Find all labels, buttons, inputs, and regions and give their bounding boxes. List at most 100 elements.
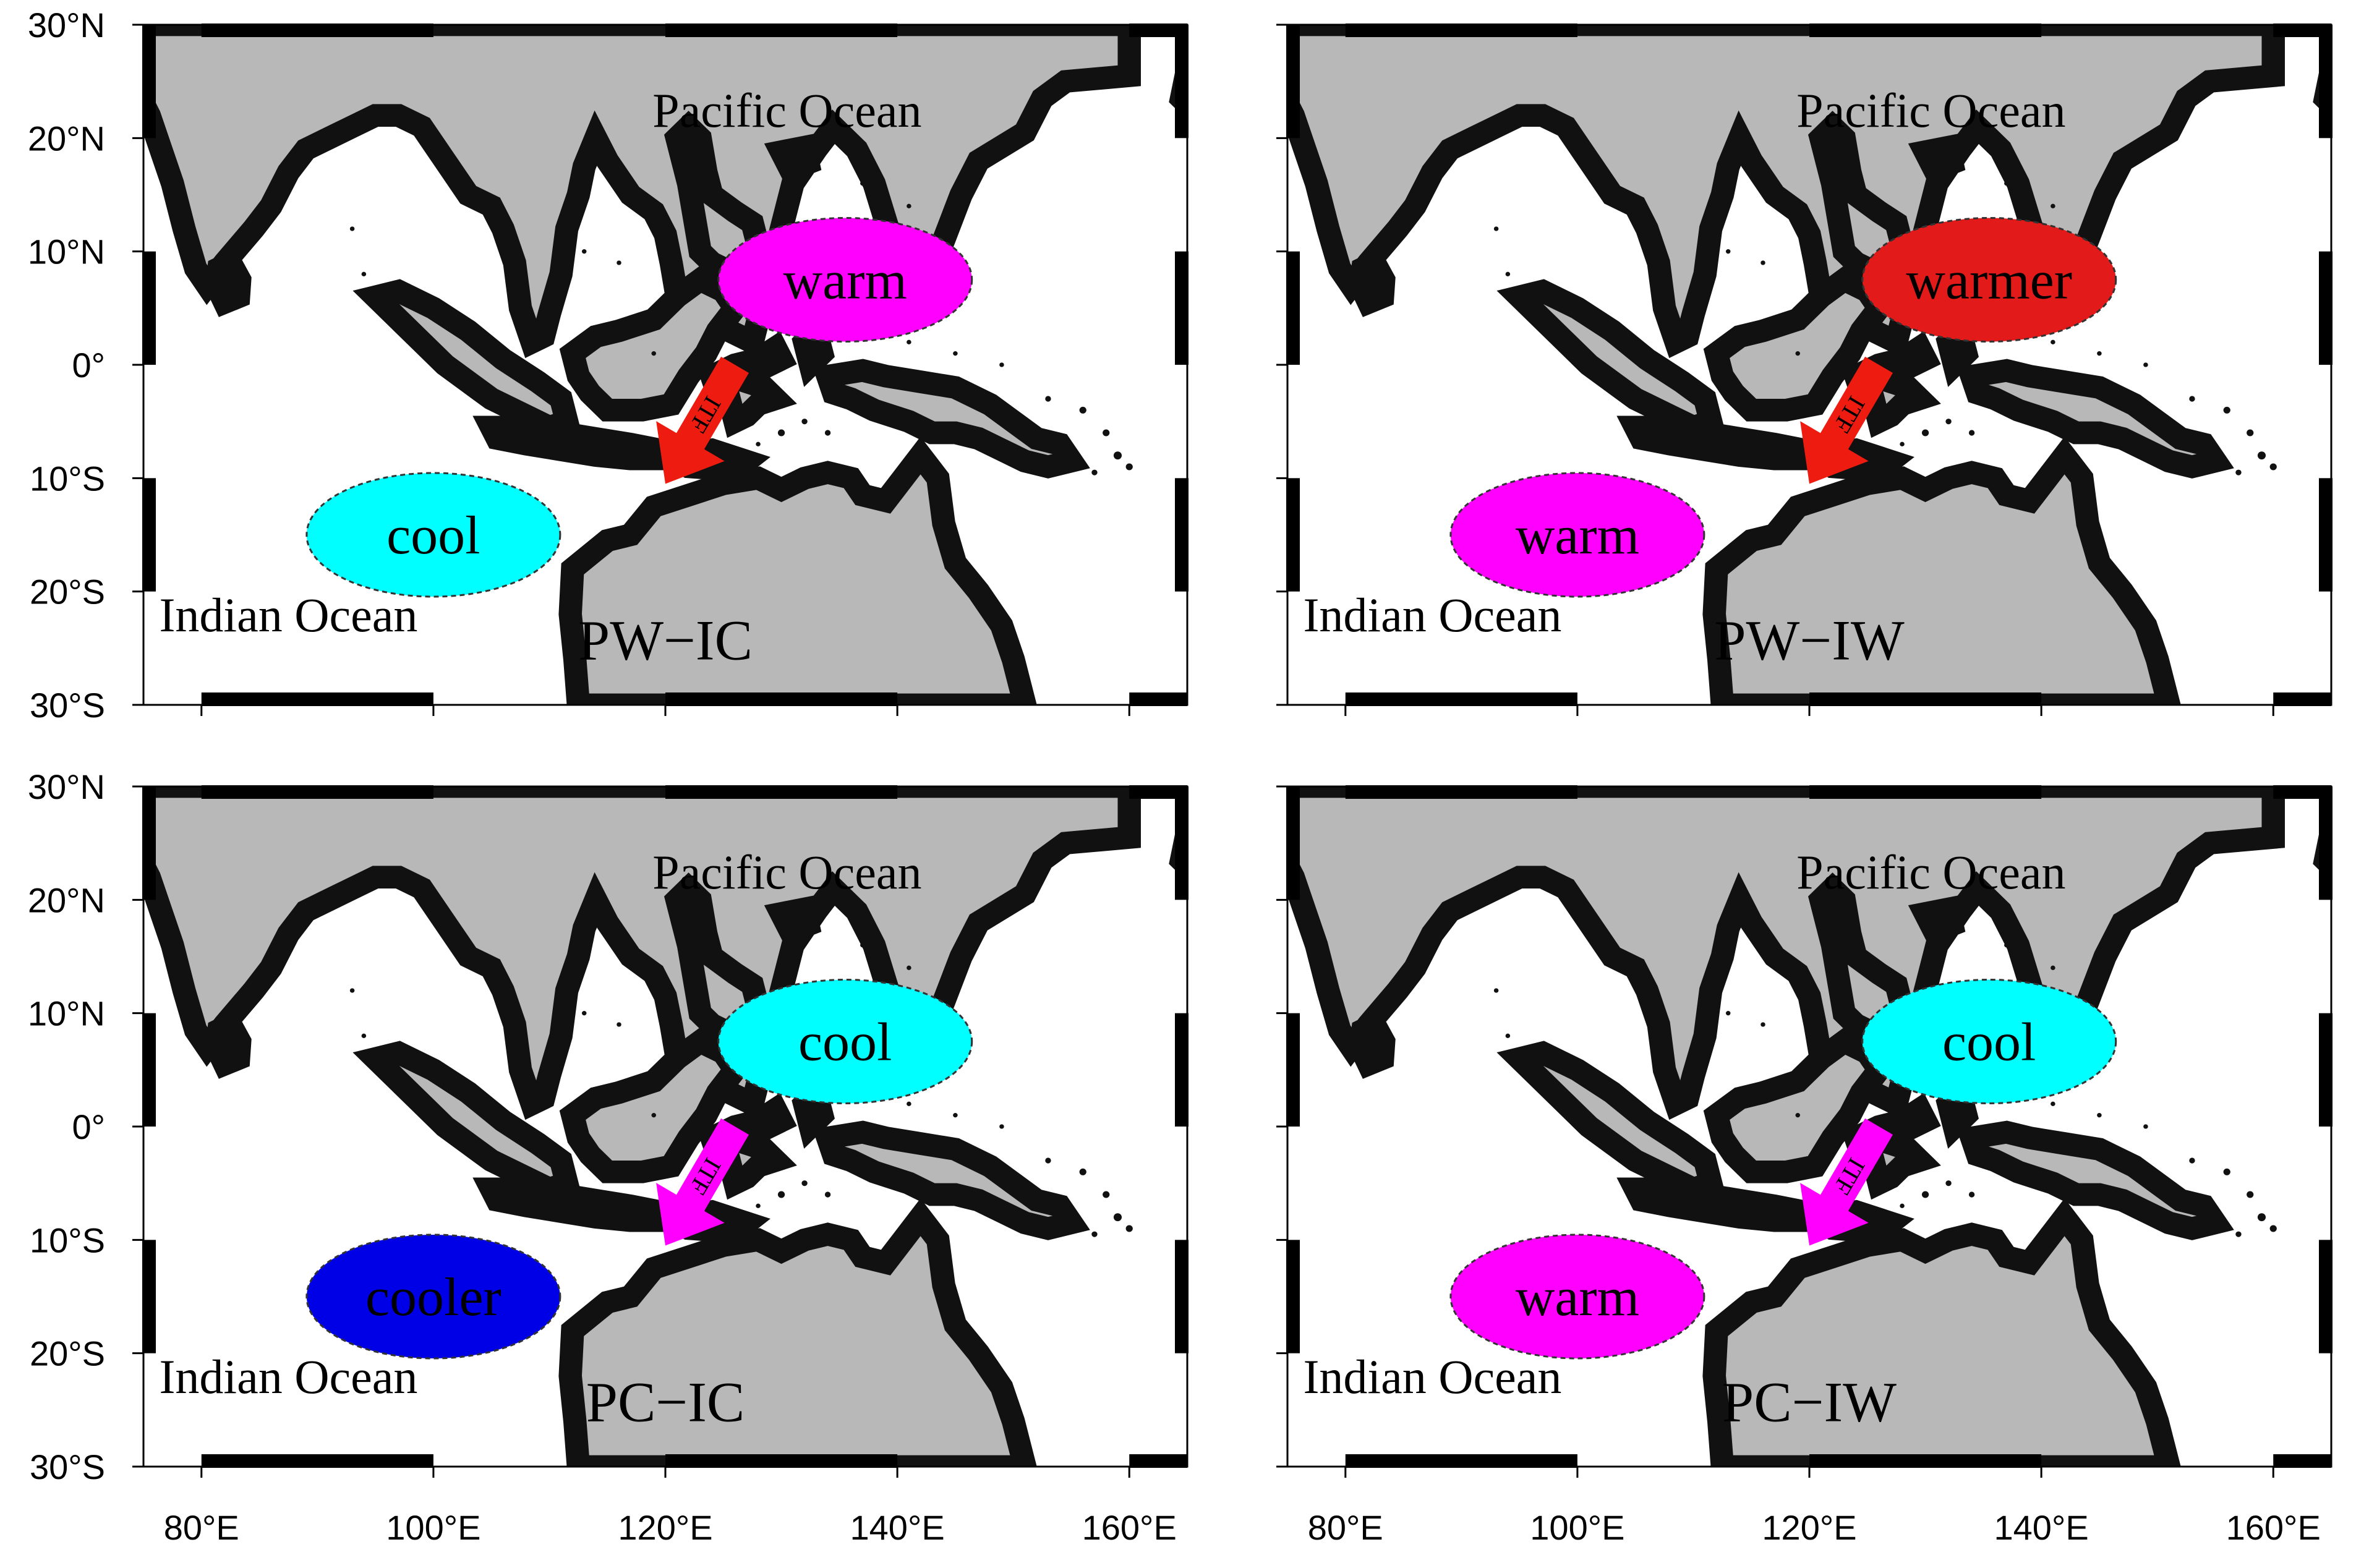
lat-tick-label: 20°S bbox=[30, 573, 105, 611]
border-segment bbox=[1129, 785, 1187, 799]
border-segment bbox=[142, 478, 156, 592]
border-segment bbox=[1286, 1240, 1300, 1353]
pacific-anomaly-label: cool bbox=[798, 1013, 892, 1073]
lat-tick-label: 10°N bbox=[28, 232, 105, 271]
lat-tick-label: 20°S bbox=[30, 1334, 105, 1373]
indian-ocean-label: Indian Ocean bbox=[159, 1350, 417, 1404]
border-segment bbox=[142, 251, 156, 365]
border-segment bbox=[2319, 1013, 2333, 1127]
border-segment bbox=[2273, 23, 2331, 37]
border-segment bbox=[201, 692, 433, 706]
lat-tick-label: 20°N bbox=[28, 119, 105, 158]
indian-ocean-label: Indian Ocean bbox=[1303, 1350, 1561, 1404]
indian-ocean-label: Indian Ocean bbox=[159, 588, 417, 642]
border-segment bbox=[1286, 25, 1300, 138]
panel-title: PW−IC bbox=[578, 609, 753, 672]
border-segment bbox=[1345, 692, 1577, 706]
lon-tick-label: 140°E bbox=[1994, 1508, 2089, 1547]
lon-tick-label: 140°E bbox=[850, 1508, 945, 1547]
pacific-anomaly-ellipse bbox=[1861, 979, 2117, 1104]
map-panel-pc-iw: 80°E 100°E 120°E 140°E 160°E Pacific Ocean Ind… bbox=[1276, 785, 2333, 1547]
border-segment bbox=[201, 23, 433, 37]
lon-tick-label: 160°E bbox=[2226, 1508, 2321, 1547]
indian-anomaly-ellipse bbox=[305, 472, 561, 598]
map-panel-pc-ic: 30°N 20°N 10°N 0° 10°S 20°S 30°S 80°E 100°E 120°E… bbox=[28, 767, 1189, 1547]
border-segment bbox=[2273, 1454, 2331, 1468]
border-segment bbox=[1129, 692, 1187, 706]
panel-title: PW−IW bbox=[1714, 609, 1905, 672]
border-segment bbox=[1345, 785, 1577, 799]
border-segment bbox=[1286, 1013, 1300, 1127]
border-segment bbox=[2319, 25, 2333, 138]
border-segment bbox=[142, 25, 156, 138]
border-segment bbox=[1286, 478, 1300, 592]
pacific-anomaly-ellipse bbox=[717, 217, 973, 343]
pacific-anomaly-label: warm bbox=[783, 251, 907, 311]
border-segment bbox=[665, 23, 898, 37]
indian-ocean-label: Indian Ocean bbox=[1303, 588, 1561, 642]
lat-tick-label: 10°N bbox=[28, 994, 105, 1033]
lat-tick-label: 30°S bbox=[30, 686, 105, 725]
border-segment bbox=[665, 692, 898, 706]
lat-tick-label: 0° bbox=[72, 346, 105, 385]
border-segment bbox=[1175, 251, 1189, 365]
border-segment bbox=[1809, 1454, 2042, 1468]
border-segment bbox=[1345, 1454, 1577, 1468]
border-segment bbox=[1175, 786, 1189, 900]
lat-tick-label: 30°S bbox=[30, 1447, 105, 1486]
indian-anomaly-label: cool bbox=[386, 506, 480, 566]
lat-tick-label: 10°S bbox=[30, 459, 105, 498]
lon-tick-label: 80°E bbox=[1308, 1508, 1383, 1547]
border-segment bbox=[2319, 786, 2333, 900]
border-segment bbox=[2273, 785, 2331, 799]
border-segment bbox=[1129, 23, 1187, 37]
pacific-anomaly-ellipse bbox=[1861, 217, 2117, 343]
border-segment bbox=[1809, 692, 2042, 706]
lon-tick-label: 100°E bbox=[386, 1508, 480, 1547]
map-panel-pw-ic: 30°N 20°N 10°N 0° 10°S 20°S 30°S Pacific Ocean I… bbox=[28, 6, 1189, 725]
pacific-anomaly-ellipse bbox=[717, 979, 973, 1104]
indian-anomaly-label: cooler bbox=[365, 1268, 502, 1327]
lat-tick-label: 10°S bbox=[30, 1221, 105, 1259]
lon-tick-label: 100°E bbox=[1530, 1508, 1624, 1547]
pacific-anomaly-label: warmer bbox=[1906, 251, 2072, 311]
border-segment bbox=[1175, 478, 1189, 592]
border-segment bbox=[142, 1240, 156, 1353]
border-segment bbox=[201, 785, 433, 799]
border-segment bbox=[665, 1454, 898, 1468]
indian-anomaly-ellipse bbox=[1449, 472, 1705, 598]
border-segment bbox=[1809, 785, 2042, 799]
border-segment bbox=[2319, 478, 2333, 592]
border-segment bbox=[665, 785, 898, 799]
panel-title: PC−IC bbox=[586, 1371, 745, 1434]
pacific-anomaly-label: cool bbox=[1942, 1013, 2036, 1073]
border-segment bbox=[1175, 25, 1189, 138]
indian-anomaly-ellipse bbox=[305, 1234, 561, 1360]
border-segment bbox=[1129, 1454, 1187, 1468]
lat-tick-label: 20°N bbox=[28, 880, 105, 919]
border-segment bbox=[1286, 251, 1300, 365]
lon-tick-label: 120°E bbox=[1762, 1508, 1856, 1547]
panel-title: PC−IW bbox=[1722, 1371, 1897, 1434]
border-segment bbox=[1175, 1013, 1189, 1127]
border-segment bbox=[2319, 251, 2333, 365]
border-segment bbox=[2319, 1240, 2333, 1353]
border-segment bbox=[142, 786, 156, 900]
pacific-ocean-label: Pacific Ocean bbox=[652, 83, 921, 137]
border-segment bbox=[1809, 23, 2042, 37]
pacific-ocean-label: Pacific Ocean bbox=[1796, 83, 2065, 137]
indian-anomaly-ellipse bbox=[1449, 1234, 1705, 1360]
lon-tick-label: 120°E bbox=[618, 1508, 712, 1547]
border-segment bbox=[1286, 786, 1300, 900]
lat-tick-label: 30°N bbox=[28, 767, 105, 806]
indian-anomaly-label: warm bbox=[1516, 506, 1639, 566]
border-segment bbox=[142, 1013, 156, 1127]
lat-tick-label: 30°N bbox=[28, 6, 105, 45]
border-segment bbox=[2273, 692, 2331, 706]
border-segment bbox=[201, 1454, 433, 1468]
border-segment bbox=[1175, 1240, 1189, 1353]
lat-tick-label: 0° bbox=[72, 1107, 105, 1146]
pacific-ocean-label: Pacific Ocean bbox=[1796, 845, 2065, 899]
